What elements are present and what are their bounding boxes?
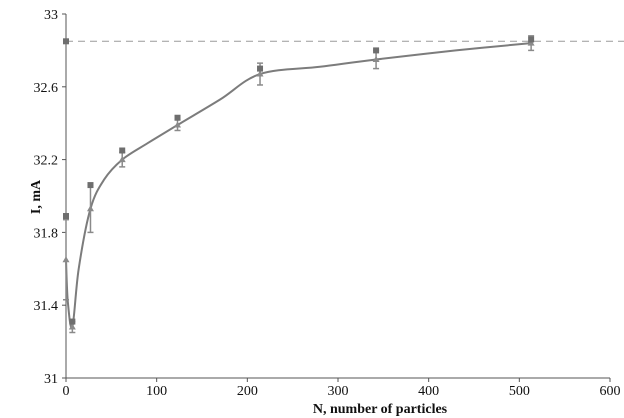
trend-curve <box>65 42 532 329</box>
x-tick-label: 200 <box>237 384 258 399</box>
square-point <box>257 65 264 72</box>
y-tick-labels: 31 31.4 31.8 32.2 32.6 33 <box>34 8 59 387</box>
triangle-point <box>62 256 70 263</box>
square-point <box>119 147 126 154</box>
plot-area <box>62 13 624 382</box>
triangle-point <box>372 56 380 62</box>
triangle-point <box>527 39 535 46</box>
triangle-point <box>118 156 126 163</box>
x-tick-label: 100 <box>146 384 167 399</box>
triangle-point <box>174 121 182 128</box>
x-tick-label: 600 <box>600 384 621 399</box>
triangle-point <box>86 205 94 212</box>
square-point <box>373 47 380 54</box>
square-point <box>174 114 181 121</box>
square-point <box>63 38 69 45</box>
x-tick-label: 300 <box>328 384 349 399</box>
y-tick-label: 31 <box>44 372 58 387</box>
square-point <box>69 318 76 325</box>
square-point <box>528 36 535 43</box>
x-tick-label: 400 <box>418 384 439 399</box>
square-point <box>63 213 69 220</box>
triangle-point <box>256 70 264 77</box>
y-tick-label: 32.2 <box>34 154 59 169</box>
y-tick-label: 32.6 <box>34 81 59 96</box>
y-axis-title: I, mA <box>29 179 44 214</box>
x-tick-label: 500 <box>509 384 530 399</box>
x-tick-labels: 0 100 200 300 400 500 600 <box>63 384 621 399</box>
y-tick-label: 33 <box>44 8 58 23</box>
x-axis-title: N, number of particles <box>313 402 448 417</box>
triangle-point <box>68 323 76 330</box>
y-tick-label: 31.4 <box>34 299 59 314</box>
x-tick-label: 0 <box>63 384 70 399</box>
y-tick-label: 31.8 <box>34 226 59 241</box>
square-point <box>87 182 94 189</box>
